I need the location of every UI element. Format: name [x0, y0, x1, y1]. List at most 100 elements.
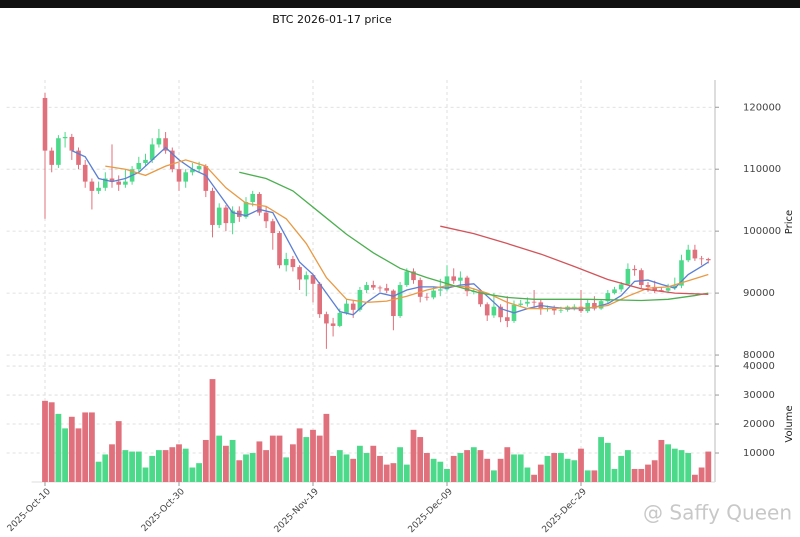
volume-bar — [303, 437, 310, 482]
candle-body — [558, 309, 564, 311]
candle-body — [250, 193, 255, 203]
volume-bar — [410, 429, 417, 482]
candle-body — [491, 306, 497, 316]
volume-bar — [698, 467, 705, 482]
candle-body — [170, 150, 175, 170]
candle-body — [62, 136, 68, 139]
candle-body — [458, 277, 463, 281]
candle-body — [317, 283, 322, 315]
candle-body — [592, 303, 597, 309]
volume-bar — [95, 461, 102, 482]
volume-bar — [544, 455, 551, 482]
volume-bar — [658, 439, 665, 482]
candle-body — [49, 150, 54, 165]
candle-body — [431, 290, 436, 298]
candle-body — [76, 150, 81, 165]
volume-bar — [182, 448, 189, 482]
candle-body — [391, 290, 396, 317]
volume-bar — [705, 451, 712, 482]
candle-body — [330, 323, 336, 326]
moving-average-line — [239, 171, 709, 302]
volume-bar — [424, 453, 430, 482]
x-tick-label: 2025-Dec-09 — [407, 487, 455, 535]
candle-body — [210, 190, 215, 225]
top-band — [0, 0, 800, 8]
candle-body — [203, 166, 209, 191]
volume-bar — [417, 437, 424, 482]
volume-bar — [276, 435, 283, 482]
candle-body — [518, 303, 523, 305]
volume-bar — [638, 468, 645, 482]
candle-body — [270, 221, 276, 234]
candle-body — [304, 275, 309, 280]
candle-body — [397, 285, 403, 317]
y-tick-label: 10000 — [743, 448, 775, 459]
volume-bar — [357, 445, 363, 482]
candle-body — [411, 271, 416, 281]
volume-bar — [450, 455, 457, 482]
volume-bar — [390, 463, 397, 482]
volume-bar — [578, 448, 584, 482]
candle-body — [364, 285, 369, 290]
volume-bar — [336, 450, 343, 482]
volume-bar — [343, 454, 350, 482]
candle-body — [230, 210, 235, 224]
volume-bar — [48, 402, 55, 482]
volume-bar — [149, 455, 156, 482]
volume-bar — [243, 454, 249, 482]
volume-bar — [558, 453, 564, 482]
volume-bar — [403, 464, 410, 482]
volume-bar — [42, 400, 48, 482]
candle-body — [82, 164, 88, 182]
candle-body — [438, 289, 443, 291]
candle-body — [350, 303, 356, 310]
x-tick-label: 2025-Nov-19 — [273, 487, 321, 535]
candle-body — [444, 276, 450, 290]
candle-body — [263, 212, 269, 222]
candle-body — [297, 267, 302, 280]
candle-body — [478, 291, 483, 305]
candle-body — [283, 259, 289, 266]
volume-bar — [484, 458, 491, 482]
volume-bar — [645, 464, 651, 482]
candle-body — [116, 181, 121, 185]
x-tick-label: 2025-Oct-10 — [6, 487, 53, 534]
candle-body — [149, 144, 155, 160]
volume-bar — [323, 413, 330, 482]
volume-bar — [618, 455, 625, 482]
volume-bar — [62, 428, 68, 482]
candle-body — [692, 249, 698, 259]
volume-bar — [122, 450, 129, 482]
volume-bar — [524, 467, 531, 482]
candle-body — [505, 317, 510, 321]
y-tick-label: 30000 — [743, 390, 775, 401]
candle-body — [384, 288, 389, 291]
volume-bar — [625, 450, 631, 482]
candle-body — [665, 288, 671, 291]
candle-body — [652, 286, 657, 290]
candle-body — [243, 202, 249, 217]
candle-body — [136, 163, 142, 170]
volume-bar — [176, 444, 182, 482]
candle-body — [290, 259, 296, 268]
volume-bar — [571, 460, 578, 482]
volume-bar — [269, 435, 276, 482]
volume-bar — [350, 458, 357, 482]
y-tick-label: 40000 — [743, 361, 775, 372]
candle-body — [257, 193, 262, 213]
candle-body — [417, 280, 423, 297]
y-tick-label: 120000 — [743, 102, 781, 113]
volume-bar — [497, 458, 504, 482]
volume-bar — [290, 444, 296, 482]
volume-bar — [189, 467, 196, 482]
candle-body — [109, 178, 115, 182]
volume-bar — [296, 428, 303, 482]
volume-bar — [604, 442, 611, 482]
candle-body — [216, 207, 222, 225]
candle-body — [632, 268, 637, 271]
volume-bar — [75, 428, 82, 482]
volume-bar — [115, 421, 122, 482]
candle-body — [56, 138, 61, 165]
candle-body — [103, 178, 108, 188]
